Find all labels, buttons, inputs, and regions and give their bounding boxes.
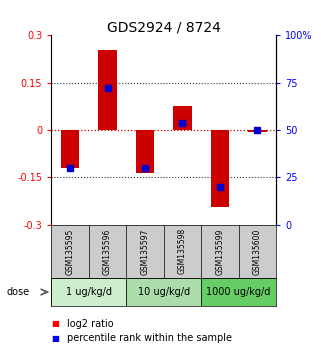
Text: GSM135595: GSM135595 [65,228,74,275]
Title: GDS2924 / 8724: GDS2924 / 8724 [107,20,221,34]
Bar [173,107,192,130]
Bar [126,278,201,306]
Text: ■: ■ [51,319,59,329]
Text: dose: dose [6,287,30,297]
Text: GSM135599: GSM135599 [215,228,224,275]
Text: GSM135600: GSM135600 [253,228,262,275]
Text: log2 ratio: log2 ratio [67,319,114,329]
Text: 1 ug/kg/d: 1 ug/kg/d [66,287,112,297]
Text: GSM135597: GSM135597 [141,228,150,275]
Bar [61,130,79,168]
Text: 10 ug/kg/d: 10 ug/kg/d [138,287,190,297]
Bar [248,130,267,132]
Text: GSM135598: GSM135598 [178,228,187,274]
Text: GSM135596: GSM135596 [103,228,112,275]
Bar [98,50,117,130]
Bar [201,278,276,306]
Text: 1000 ug/kg/d: 1000 ug/kg/d [206,287,271,297]
Text: ■: ■ [51,333,59,343]
Bar [211,130,229,207]
Bar [135,130,154,173]
Bar [51,278,126,306]
Text: percentile rank within the sample: percentile rank within the sample [67,333,232,343]
